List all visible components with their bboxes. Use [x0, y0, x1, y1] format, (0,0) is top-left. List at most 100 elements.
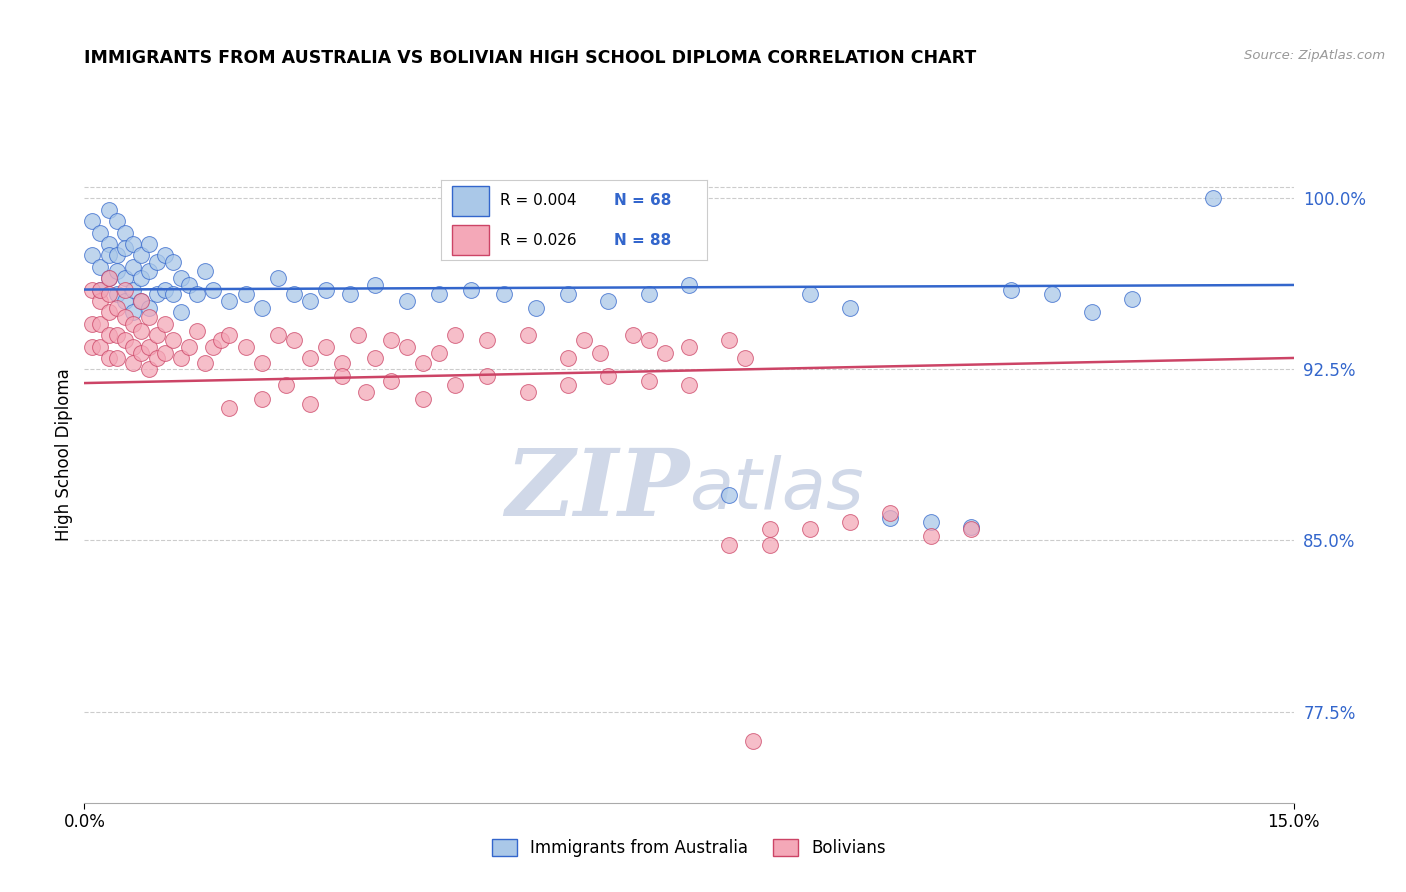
- Text: Source: ZipAtlas.com: Source: ZipAtlas.com: [1244, 49, 1385, 62]
- Point: [250, 392, 273, 406]
- Point: [97, 271, 120, 285]
- Point: [146, 255, 169, 269]
- Point: [89, 340, 111, 354]
- Point: [799, 522, 821, 536]
- Point: [1202, 191, 1225, 205]
- Point: [89, 317, 111, 331]
- Point: [516, 385, 538, 400]
- Point: [283, 333, 305, 347]
- Point: [179, 340, 201, 354]
- Point: [97, 271, 120, 285]
- Point: [637, 333, 659, 347]
- Point: [138, 362, 160, 376]
- Point: [162, 287, 184, 301]
- Point: [194, 355, 217, 369]
- Point: [170, 305, 193, 319]
- Point: [218, 328, 240, 343]
- Point: [89, 293, 111, 308]
- Point: [153, 346, 176, 360]
- Point: [621, 328, 644, 343]
- Point: [153, 317, 176, 331]
- Point: [444, 328, 467, 343]
- Point: [97, 328, 120, 343]
- Point: [678, 277, 700, 292]
- Point: [114, 293, 136, 308]
- Point: [654, 346, 676, 360]
- Point: [162, 333, 184, 347]
- Point: [572, 333, 595, 347]
- Point: [129, 293, 152, 308]
- Point: [315, 340, 337, 354]
- Point: [129, 324, 152, 338]
- Point: [105, 301, 128, 315]
- Point: [89, 260, 111, 274]
- Point: [330, 355, 353, 369]
- Point: [492, 287, 515, 301]
- Point: [121, 236, 143, 251]
- Point: [82, 214, 104, 228]
- Point: [516, 328, 538, 343]
- Point: [186, 287, 208, 301]
- Point: [138, 340, 160, 354]
- Point: [209, 333, 232, 347]
- Point: [637, 374, 659, 388]
- Point: [105, 287, 128, 301]
- Point: [179, 277, 201, 292]
- Point: [477, 333, 499, 347]
- Point: [460, 283, 482, 297]
- Point: [557, 351, 579, 365]
- Point: [146, 328, 169, 343]
- Point: [138, 236, 160, 251]
- Point: [274, 378, 297, 392]
- Point: [267, 271, 290, 285]
- Point: [146, 287, 169, 301]
- Point: [97, 248, 120, 262]
- Point: [339, 287, 361, 301]
- Point: [1121, 292, 1143, 306]
- Point: [129, 248, 152, 262]
- Point: [105, 214, 128, 228]
- Legend: Immigrants from Australia, Bolivians: Immigrants from Australia, Bolivians: [485, 832, 893, 864]
- Point: [299, 293, 322, 308]
- Point: [121, 283, 143, 297]
- Point: [412, 392, 434, 406]
- Point: [153, 283, 176, 297]
- Point: [742, 734, 765, 748]
- Point: [283, 287, 305, 301]
- Point: [114, 242, 136, 256]
- Point: [89, 283, 111, 297]
- Point: [758, 522, 780, 536]
- Point: [718, 488, 741, 502]
- Point: [879, 510, 901, 524]
- FancyBboxPatch shape: [451, 225, 489, 255]
- Point: [138, 264, 160, 278]
- Point: [477, 369, 499, 384]
- Point: [162, 255, 184, 269]
- Point: [250, 355, 273, 369]
- Point: [557, 378, 579, 392]
- Point: [299, 396, 322, 410]
- Point: [121, 260, 143, 274]
- Point: [114, 271, 136, 285]
- Text: ZIP: ZIP: [505, 445, 689, 534]
- Point: [718, 538, 741, 552]
- Point: [839, 301, 862, 315]
- Point: [114, 226, 136, 240]
- Point: [718, 333, 741, 347]
- Point: [960, 522, 983, 536]
- Point: [186, 324, 208, 338]
- Point: [920, 529, 942, 543]
- Point: [412, 355, 434, 369]
- Point: [121, 317, 143, 331]
- Point: [315, 283, 337, 297]
- Text: N = 88: N = 88: [614, 233, 671, 248]
- Point: [734, 351, 756, 365]
- Point: [218, 293, 240, 308]
- Text: IMMIGRANTS FROM AUSTRALIA VS BOLIVIAN HIGH SCHOOL DIPLOMA CORRELATION CHART: IMMIGRANTS FROM AUSTRALIA VS BOLIVIAN HI…: [84, 49, 977, 67]
- Point: [121, 305, 143, 319]
- Point: [395, 340, 418, 354]
- Point: [105, 328, 128, 343]
- Point: [97, 351, 120, 365]
- Point: [427, 287, 450, 301]
- Text: R = 0.026: R = 0.026: [499, 233, 576, 248]
